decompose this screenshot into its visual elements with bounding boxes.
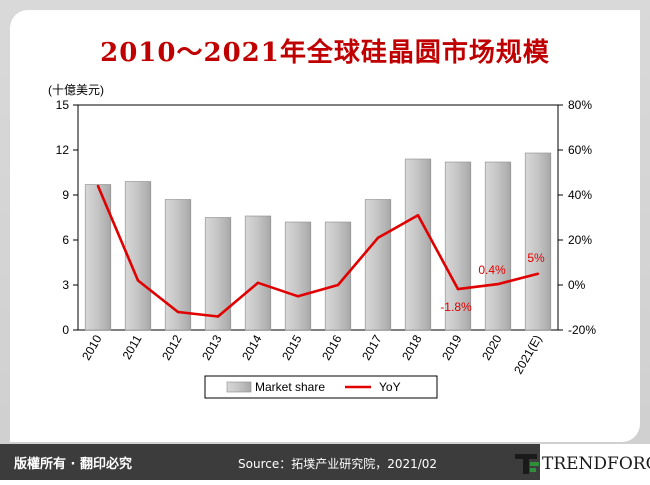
yoy-point-2013 [216, 315, 220, 318]
yoy-point-2014 [256, 281, 260, 284]
yoy-point-2020 [496, 282, 500, 286]
bar-2021(E) [524, 152, 552, 331]
yoy-point-2019 [456, 287, 460, 291]
x-tick-label: 2019 [439, 332, 465, 362]
chart-title: 2010～2021年全球硅晶圆市场规模 [100, 38, 550, 68]
yoy-point-2017 [376, 236, 380, 239]
legend-box [204, 375, 438, 399]
trendforce-logo-mark-icon [515, 454, 539, 474]
yoy-point-2016 [336, 283, 340, 287]
y2-tick-label: -20% [568, 323, 596, 337]
y2-tick-label: 80% [568, 98, 592, 112]
yoy-data-label: 0.4% [478, 263, 506, 277]
yoy-data-label: 5% [527, 251, 545, 265]
yoy-line [96, 185, 539, 318]
logo-wordmark: TRENDFORCE [542, 454, 650, 474]
x-tick-label: 2014 [239, 332, 265, 362]
y2-tick-label: 20% [568, 233, 592, 247]
chart-svg: 0 3 6 9 12 15(十億美元) -20% 0% 20% 40% 60% 80% 2010 2011… [48, 83, 596, 399]
footer-bar: 版權所有 · 翻印必究 Source：拓墣产业研究院，2021/02 TREND… [0, 444, 650, 485]
yoy-point-2015 [296, 295, 300, 298]
y-tick-label: 9 [62, 188, 69, 202]
bar-2011 [124, 181, 152, 331]
legend-label-market-share: Market share [255, 380, 325, 394]
bar-2013 [204, 217, 232, 331]
y-unit-label: (十億美元) [48, 83, 104, 97]
y-tick-label: 15 [56, 98, 70, 112]
y-tick-label: 3 [62, 278, 69, 292]
yoy-point-2021(E) [536, 272, 540, 275]
plot-area [77, 104, 559, 331]
x-tick-label: 2020 [479, 332, 505, 362]
legend-swatch-market-share [226, 381, 252, 393]
x-tick-label: 2010 [79, 332, 105, 362]
y-tick-label: 0 [62, 323, 69, 337]
yoy-point-2010 [96, 184, 100, 188]
x-tick-label: 2015 [279, 332, 305, 362]
x-tick-label: 2021(E) [511, 333, 544, 377]
yoy-point-2011 [136, 279, 140, 282]
y2-tick-label: 60% [568, 143, 592, 157]
bar-2020 [484, 161, 512, 331]
y-tick-label: 12 [56, 143, 70, 157]
footer-dark-band: 版權所有 · 翻印必究 Source：拓墣产业研究院，2021/02 [0, 444, 540, 480]
yoy-point-2012 [176, 310, 180, 314]
yoy-data-label: -1.8% [440, 300, 472, 314]
bar-2019 [444, 161, 472, 331]
x-tick-label: 2017 [359, 332, 385, 362]
y2-tick-label: 40% [568, 188, 592, 202]
x-tick-label: 2018 [399, 332, 425, 362]
y-tick-label: 6 [62, 233, 69, 247]
x-tick-label: 2011 [120, 332, 145, 362]
bar-2014 [244, 215, 272, 331]
source-text: Source：拓墣产业研究院，2021/02 [238, 457, 438, 471]
x-tick-label: 2012 [159, 332, 185, 362]
trendforce-logo: TRENDFORCE [512, 448, 650, 480]
copyright-text: 版權所有 · 翻印必究 [14, 457, 132, 472]
y2-tick-label: 0% [568, 278, 586, 292]
x-tick-label: 2013 [199, 332, 225, 362]
bar-2017 [364, 199, 392, 331]
bar-2012 [164, 199, 192, 331]
x-tick-label: 2016 [319, 332, 345, 362]
yoy-point-2018 [416, 214, 420, 217]
chart-panel: 2010～2021年全球硅晶圆市场规模 0 3 6 9 12 15 (十億美元) -20% 0%… [10, 10, 640, 442]
bar-2015 [284, 221, 312, 331]
bar-2018 [404, 158, 432, 331]
legend-label-yoy: YoY [379, 380, 401, 394]
